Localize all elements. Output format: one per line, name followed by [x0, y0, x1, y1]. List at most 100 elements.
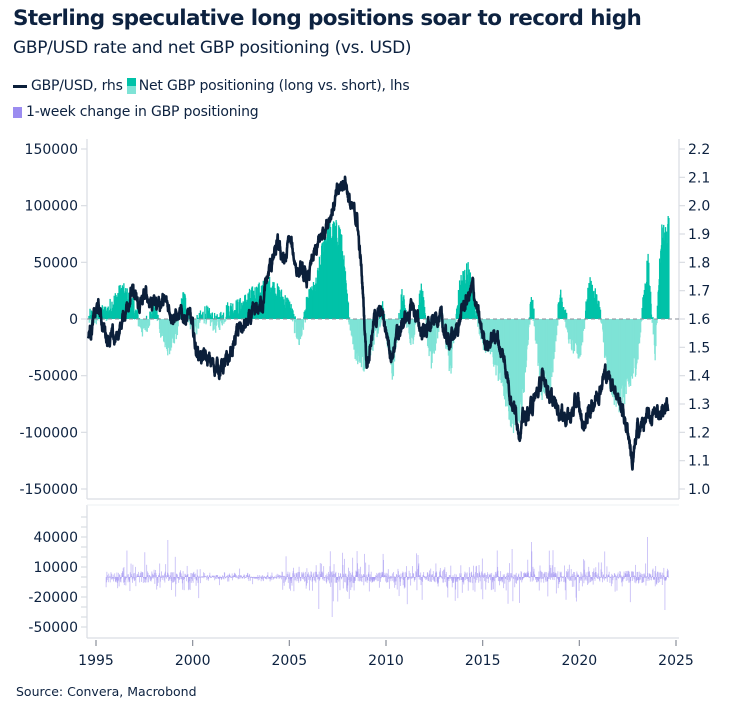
weekly-change-bar	[293, 577, 295, 592]
weekly-change-bar	[408, 570, 410, 577]
weekly-change-bar	[197, 575, 199, 577]
weekly-change-bar	[656, 577, 658, 583]
net-positioning-bar	[377, 319, 380, 331]
weekly-change-bar	[466, 572, 468, 577]
weekly-change-bar	[394, 577, 396, 588]
x-axis-tick-label: 2005	[272, 653, 308, 669]
net-positioning-bar	[235, 300, 237, 319]
weekly-change-bar	[513, 574, 515, 577]
net-positioning-bar	[639, 319, 641, 338]
weekly-change-bar	[211, 577, 213, 578]
net-positioning-bar	[105, 319, 108, 321]
weekly-change-bar	[586, 577, 588, 581]
weekly-change-bar	[328, 577, 330, 580]
net-positioning-bar	[155, 308, 157, 319]
net-positioning-bar	[378, 319, 380, 326]
weekly-change-bar	[538, 577, 539, 581]
weekly-change-bar	[571, 577, 573, 587]
weekly-change-bar	[403, 577, 404, 581]
net-positioning-bar	[283, 299, 285, 319]
weekly-change-bar	[211, 575, 213, 577]
weekly-change-bar	[438, 576, 440, 577]
weekly-change-bar	[611, 573, 613, 577]
left-axis-tick-label: -50000	[28, 369, 78, 385]
weekly-change-bar	[479, 573, 481, 577]
weekly-change-bar	[129, 572, 131, 577]
weekly-change-bar	[522, 577, 523, 581]
net-positioning-bar	[564, 319, 566, 322]
weekly-change-bar	[377, 577, 379, 582]
weekly-change-bar	[212, 575, 214, 577]
weekly-change-bar	[505, 577, 507, 591]
weekly-change-bar	[376, 577, 378, 582]
net-positioning-bar	[293, 317, 295, 319]
net-positioning-bar	[90, 314, 92, 319]
net-positioning-bar	[293, 319, 296, 334]
weekly-change-bar	[391, 577, 393, 578]
weekly-change-bar	[214, 575, 216, 577]
weekly-change-bar	[265, 577, 267, 579]
weekly-change-bar	[463, 577, 465, 585]
net-positioning-bar	[218, 316, 220, 319]
weekly-change-bar	[555, 577, 557, 594]
weekly-change-bar	[197, 576, 199, 577]
net-positioning-bar	[652, 316, 654, 319]
weekly-change-bar	[641, 576, 642, 578]
weekly-change-bar	[415, 577, 416, 578]
weekly-change-bar	[633, 577, 635, 580]
weekly-change-bar	[174, 556, 176, 577]
weekly-change-bar	[471, 571, 473, 577]
weekly-change-bar	[423, 576, 425, 578]
weekly-change-bar	[458, 577, 460, 579]
weekly-change-bar	[159, 563, 161, 577]
net-positioning-bar	[565, 319, 567, 328]
weekly-change-bar	[629, 577, 631, 603]
net-positioning-bar	[187, 319, 190, 323]
weekly-change-bar	[441, 576, 442, 577]
weekly-change-bar	[183, 577, 184, 580]
net-positioning-bar	[133, 312, 135, 319]
weekly-change-bar	[315, 565, 317, 577]
net-positioning-bar	[222, 312, 225, 319]
weekly-change-bar	[532, 577, 534, 581]
weekly-change-bar	[465, 577, 467, 579]
weekly-change-bar	[250, 577, 252, 578]
weekly-change-bar	[564, 565, 565, 577]
weekly-change-bar	[408, 577, 410, 580]
weekly-change-bar	[195, 577, 197, 586]
weekly-change-bar	[387, 569, 389, 577]
weekly-change-bar	[662, 577, 664, 580]
weekly-change-bar	[216, 577, 218, 579]
net-positioning-bar	[242, 303, 245, 319]
weekly-change-bar	[336, 577, 338, 583]
weekly-change-bar	[643, 577, 645, 579]
weekly-change-bar	[370, 577, 371, 582]
net-positioning-bar	[424, 306, 426, 319]
weekly-change-bar	[109, 575, 111, 577]
weekly-change-bar	[213, 575, 215, 577]
weekly-change-bar	[432, 574, 433, 577]
weekly-change-bar	[118, 577, 120, 587]
weekly-change-bar	[353, 577, 355, 591]
weekly-change-bar	[271, 572, 273, 577]
weekly-change-bar	[243, 574, 245, 577]
weekly-change-bars	[105, 537, 670, 617]
weekly-change-bar	[442, 571, 444, 577]
weekly-change-bar	[291, 577, 293, 578]
weekly-change-bar	[239, 575, 241, 577]
weekly-change-bar	[331, 577, 333, 617]
weekly-change-bar	[152, 574, 154, 577]
net-positioning-bar	[109, 308, 112, 319]
weekly-change-bar	[332, 577, 334, 602]
weekly-change-bar	[317, 577, 319, 580]
weekly-change-bar	[209, 572, 211, 577]
net-positioning-bar	[150, 317, 152, 319]
net-positioning-bar	[528, 317, 531, 319]
weekly-change-bar	[333, 577, 335, 578]
net-positioning-bar	[135, 310, 138, 319]
weekly-change-bar	[499, 577, 501, 582]
net-positioning-bar	[348, 319, 350, 325]
weekly-change-bar	[223, 577, 225, 580]
weekly-change-bar	[612, 575, 613, 577]
net-positioning-bar	[528, 319, 530, 324]
